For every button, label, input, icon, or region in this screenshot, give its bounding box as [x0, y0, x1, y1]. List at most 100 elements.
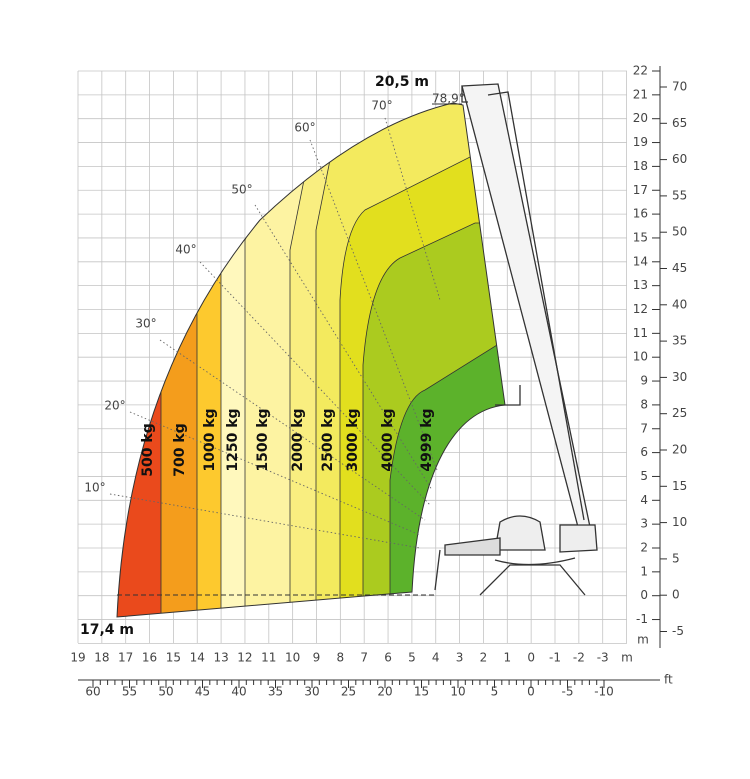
y-label-m: 20 [633, 111, 648, 125]
y-label-ft: 10 [672, 515, 687, 529]
zone-label: 4000 kg [380, 408, 396, 471]
y-label-m: 11 [633, 326, 648, 340]
zone-label: 500 kg [140, 423, 156, 476]
unit: ft [664, 673, 673, 687]
x-label-m: 12 [237, 651, 252, 665]
x-label-m: -1 [549, 651, 561, 665]
x-label-m: 2 [480, 651, 488, 665]
x-label-ft: 60 [85, 685, 100, 699]
y-label-m: 16 [633, 207, 648, 221]
y-label-ft: 55 [672, 188, 687, 202]
zone-label: 1000 kg [202, 408, 218, 471]
angle-label: 40° [175, 243, 196, 257]
y-label-m: 7 [640, 421, 648, 435]
angle-lines [109, 117, 441, 549]
y-label-m: 9 [640, 374, 648, 388]
x-label-ft: 30 [304, 685, 319, 699]
y-label-ft: 70 [672, 80, 687, 94]
x-label-m: 14 [190, 651, 205, 665]
y-label-ft: 45 [672, 261, 687, 275]
x-label-ft: 15 [414, 685, 429, 699]
y-label-m: -1 [636, 612, 648, 626]
zone-label: 4999 kg [419, 408, 435, 471]
zone-label: 1500 kg [255, 408, 271, 471]
height-label: 20,5 m [375, 74, 429, 90]
x-label-m: 5 [408, 651, 416, 665]
axes: 19 18 17 16 15 14 13 12 11 10 9 8 7 6 5 4 3 2 1 0 -1 -2 -3 m60 5… [70, 64, 687, 699]
y-label-m: 1 [640, 564, 648, 578]
y-label-ft: 50 [672, 225, 687, 239]
y-label-m: 10 [633, 350, 648, 364]
y-label-ft: 65 [672, 116, 687, 130]
y-label-m: 0 [640, 588, 648, 602]
x-label-m: -3 [597, 651, 609, 665]
x-label-m: 17 [118, 651, 133, 665]
y-label-ft: 15 [672, 479, 687, 493]
x-label-m: 10 [285, 651, 300, 665]
zone-label: 2000 kg [290, 408, 306, 471]
y-label-m: 18 [633, 159, 648, 173]
x-label-m: 9 [313, 651, 321, 665]
x-label-ft: -10 [594, 685, 614, 699]
zone-label: 700 kg [172, 423, 188, 476]
x-label-ft: 5 [491, 685, 499, 699]
x-label-ft: -5 [562, 685, 574, 699]
angle-label: 50° [231, 183, 252, 197]
y-label-m: 17 [633, 183, 648, 197]
reach-label: 17,4 m [80, 622, 134, 638]
y-label-m: 19 [633, 135, 648, 149]
x-label-ft: 0 [527, 685, 535, 699]
y-label-m: 14 [633, 254, 648, 268]
y-label-ft: 60 [672, 152, 687, 166]
x-label-m: -2 [573, 651, 585, 665]
y-label-ft: 30 [672, 370, 687, 384]
x-label-m: 6 [384, 651, 392, 665]
unit: m [621, 651, 633, 665]
x-label-m: 3 [456, 651, 464, 665]
x-label-ft: 25 [341, 685, 356, 699]
y-label-m: 8 [640, 397, 648, 411]
angle-label: 10° [84, 481, 105, 495]
y-label-ft: 20 [672, 443, 687, 457]
x-label-m: 8 [337, 651, 345, 665]
y-label-m: 21 [633, 87, 648, 101]
y-label-m: 6 [640, 445, 648, 459]
x-label-ft: 20 [377, 685, 392, 699]
zone-label: 2500 kg [320, 408, 336, 471]
y-label-m: 4 [640, 493, 648, 507]
zone-label: 3000 kg [345, 408, 361, 471]
x-label-m: 13 [213, 651, 228, 665]
x-label-ft: 35 [268, 685, 283, 699]
y-label-m: 12 [633, 302, 648, 316]
x-label-m: 18 [94, 651, 109, 665]
y-label-m: 3 [640, 517, 648, 531]
x-label-m: 7 [360, 651, 368, 665]
x-label-m: 16 [142, 651, 157, 665]
angle-label: 30° [135, 317, 156, 331]
y-label-ft: 5 [672, 551, 680, 565]
y-label-m: 15 [633, 230, 648, 244]
envelope [116, 102, 506, 618]
y-label-ft: 40 [672, 297, 687, 311]
x-label-m: 19 [70, 651, 85, 665]
y-label-m: 13 [633, 278, 648, 292]
y-label-ft: 25 [672, 406, 687, 420]
angle-label: 20° [104, 399, 125, 413]
y-label-m: 2 [640, 541, 648, 555]
y-label-m: 5 [640, 469, 648, 483]
x-label-m: 15 [166, 651, 181, 665]
x-label-m: 1 [503, 651, 511, 665]
x-label-m: 0 [527, 651, 535, 665]
unit: m [637, 633, 649, 647]
x-label-ft: 10 [450, 685, 465, 699]
max-angle: 78,9° [432, 92, 465, 106]
y-label-ft: -5 [672, 624, 684, 638]
x-label-ft: 45 [195, 685, 210, 699]
x-label-ft: 40 [231, 685, 246, 699]
x-label-ft: 50 [158, 685, 173, 699]
machine [434, 83, 598, 596]
y-label-ft: 0 [672, 588, 680, 602]
y-label-ft: 35 [672, 334, 687, 348]
x-label-m: 4 [432, 651, 440, 665]
